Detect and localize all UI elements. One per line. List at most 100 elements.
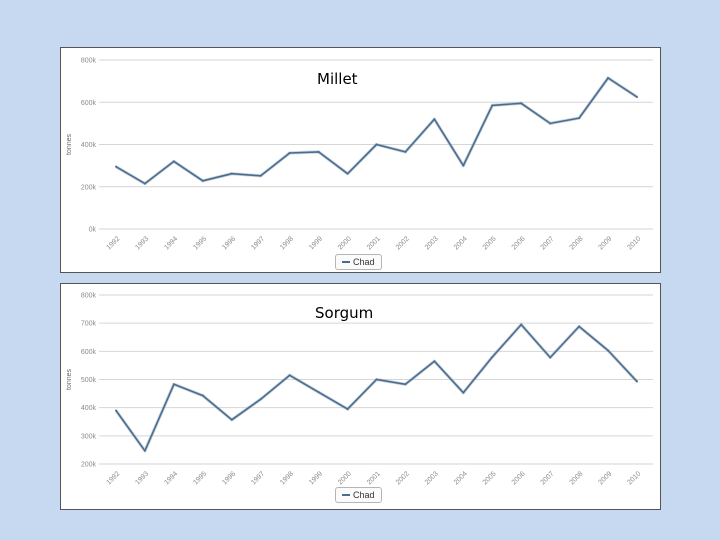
data-point[interactable]: [578, 117, 581, 120]
data-point[interactable]: [288, 151, 291, 154]
data-point[interactable]: [462, 164, 465, 167]
data-point[interactable]: [491, 104, 494, 107]
y-tick-label: 800k: [81, 58, 97, 65]
sorgum-chart: 200k 300k 400k 500k 600k 700k 800k tonnes 1992 19…: [66, 293, 653, 486]
x-tick-label: 1992: [105, 235, 121, 251]
x-tick-label: 1996: [221, 235, 237, 251]
x-tick-label: 2004: [453, 235, 469, 251]
y-tick-label: 400k: [81, 142, 97, 149]
data-point[interactable]: [115, 165, 117, 168]
millet-chart: 0k 200k 400k 600k 800k tonnes 1992 1993 1994 1995…: [66, 58, 653, 251]
x-tick-label: 2000: [337, 235, 353, 251]
data-point[interactable]: [143, 449, 146, 452]
data-point[interactable]: [346, 408, 349, 411]
data-point[interactable]: [636, 95, 638, 98]
series-line-shadow: [114, 322, 639, 453]
x-tick-label: 1996: [221, 470, 237, 486]
x-tick-label: 2003: [424, 235, 440, 251]
x-tick-label: 2002: [395, 470, 411, 486]
x-tick-label: 1999: [308, 235, 324, 251]
x-tick-label: 2007: [540, 470, 556, 486]
sorgum-chart-panel: 200k 300k 400k 500k 600k 700k 800k tonnes 1992 19…: [60, 283, 661, 510]
series-line-chad[interactable]: [115, 323, 638, 452]
x-tick-label: 1997: [250, 235, 266, 251]
x-tick-label: 1993: [134, 235, 150, 251]
data-point[interactable]: [115, 409, 117, 412]
x-tick-label: 1998: [279, 235, 295, 251]
data-point[interactable]: [317, 150, 320, 153]
data-point[interactable]: [433, 360, 436, 363]
x-tick-label: 1997: [250, 470, 266, 486]
x-tick-label: 1993: [134, 470, 150, 486]
data-point[interactable]: [520, 323, 523, 326]
data-point[interactable]: [520, 102, 523, 105]
chart-legend[interactable]: Chad: [335, 487, 382, 503]
data-point[interactable]: [230, 172, 233, 175]
data-point[interactable]: [607, 349, 610, 352]
data-point[interactable]: [462, 391, 465, 394]
x-tick-label: 2003: [424, 470, 440, 486]
data-point[interactable]: [317, 391, 320, 394]
series-line-shadow: [115, 76, 638, 186]
chart-title: Millet: [317, 70, 358, 88]
data-point[interactable]: [288, 374, 291, 377]
x-tick-label: 2007: [540, 235, 556, 251]
y-tick-label: 0k: [89, 227, 97, 234]
x-tick-label: 2002: [395, 235, 411, 251]
data-point[interactable]: [549, 356, 552, 359]
data-point[interactable]: [375, 378, 378, 381]
data-point[interactable]: [259, 398, 262, 401]
x-tick-label: 2009: [598, 235, 614, 251]
data-point[interactable]: [636, 380, 638, 383]
legend-label: Chad: [353, 490, 375, 500]
x-tick-label: 1995: [192, 470, 208, 486]
data-point[interactable]: [172, 160, 175, 163]
legend-swatch: [342, 494, 350, 496]
x-tick-label: 2010: [626, 470, 642, 486]
data-point[interactable]: [201, 394, 204, 397]
data-point[interactable]: [172, 383, 175, 386]
x-tick-label: 1994: [163, 470, 179, 486]
data-point[interactable]: [549, 122, 552, 125]
y-tick-label: 500k: [81, 377, 97, 384]
x-tick-label: 2006: [511, 235, 527, 251]
data-point[interactable]: [607, 76, 610, 79]
data-point[interactable]: [259, 174, 262, 177]
y-tick-label: 600k: [81, 349, 97, 356]
data-point[interactable]: [578, 325, 581, 328]
x-tick-label: 2005: [482, 470, 498, 486]
x-tick-label: 2008: [569, 470, 585, 486]
chart-title: Sorgum: [315, 304, 374, 322]
legend-label: Chad: [353, 257, 375, 267]
data-point[interactable]: [201, 179, 204, 182]
series-line-chad[interactable]: [115, 77, 638, 185]
x-tick-label: 2004: [453, 470, 469, 486]
legend-swatch: [342, 261, 350, 263]
x-tick-label: 2005: [482, 235, 498, 251]
y-axis-label: tonnes: [66, 133, 73, 155]
x-tick-label: 2010: [626, 235, 642, 251]
y-tick-label: 600k: [81, 100, 97, 107]
y-tick-label: 300k: [81, 433, 97, 440]
x-tick-label: 2001: [366, 235, 382, 251]
data-point[interactable]: [404, 150, 407, 153]
x-tick-label: 1998: [279, 470, 295, 486]
chart-legend[interactable]: Chad: [335, 254, 382, 270]
x-tick-label: 2006: [511, 470, 527, 486]
x-tick-label: 1994: [163, 235, 179, 251]
data-point[interactable]: [346, 172, 349, 175]
data-point[interactable]: [143, 182, 146, 185]
y-tick-label: 200k: [81, 184, 97, 191]
data-point[interactable]: [404, 383, 407, 386]
millet-chart-panel: 0k 200k 400k 600k 800k tonnes 1992 1993 1994 1995…: [60, 47, 661, 273]
y-tick-label: 700k: [81, 321, 97, 328]
data-point[interactable]: [230, 418, 233, 421]
data-point[interactable]: [491, 355, 494, 358]
y-tick-label: 800k: [81, 293, 97, 300]
x-tick-label: 1999: [308, 470, 324, 486]
y-tick-label: 400k: [81, 405, 97, 412]
x-tick-label: 1995: [192, 235, 208, 251]
y-axis-label: tonnes: [66, 368, 73, 390]
data-point[interactable]: [433, 118, 436, 121]
data-point[interactable]: [375, 143, 378, 146]
